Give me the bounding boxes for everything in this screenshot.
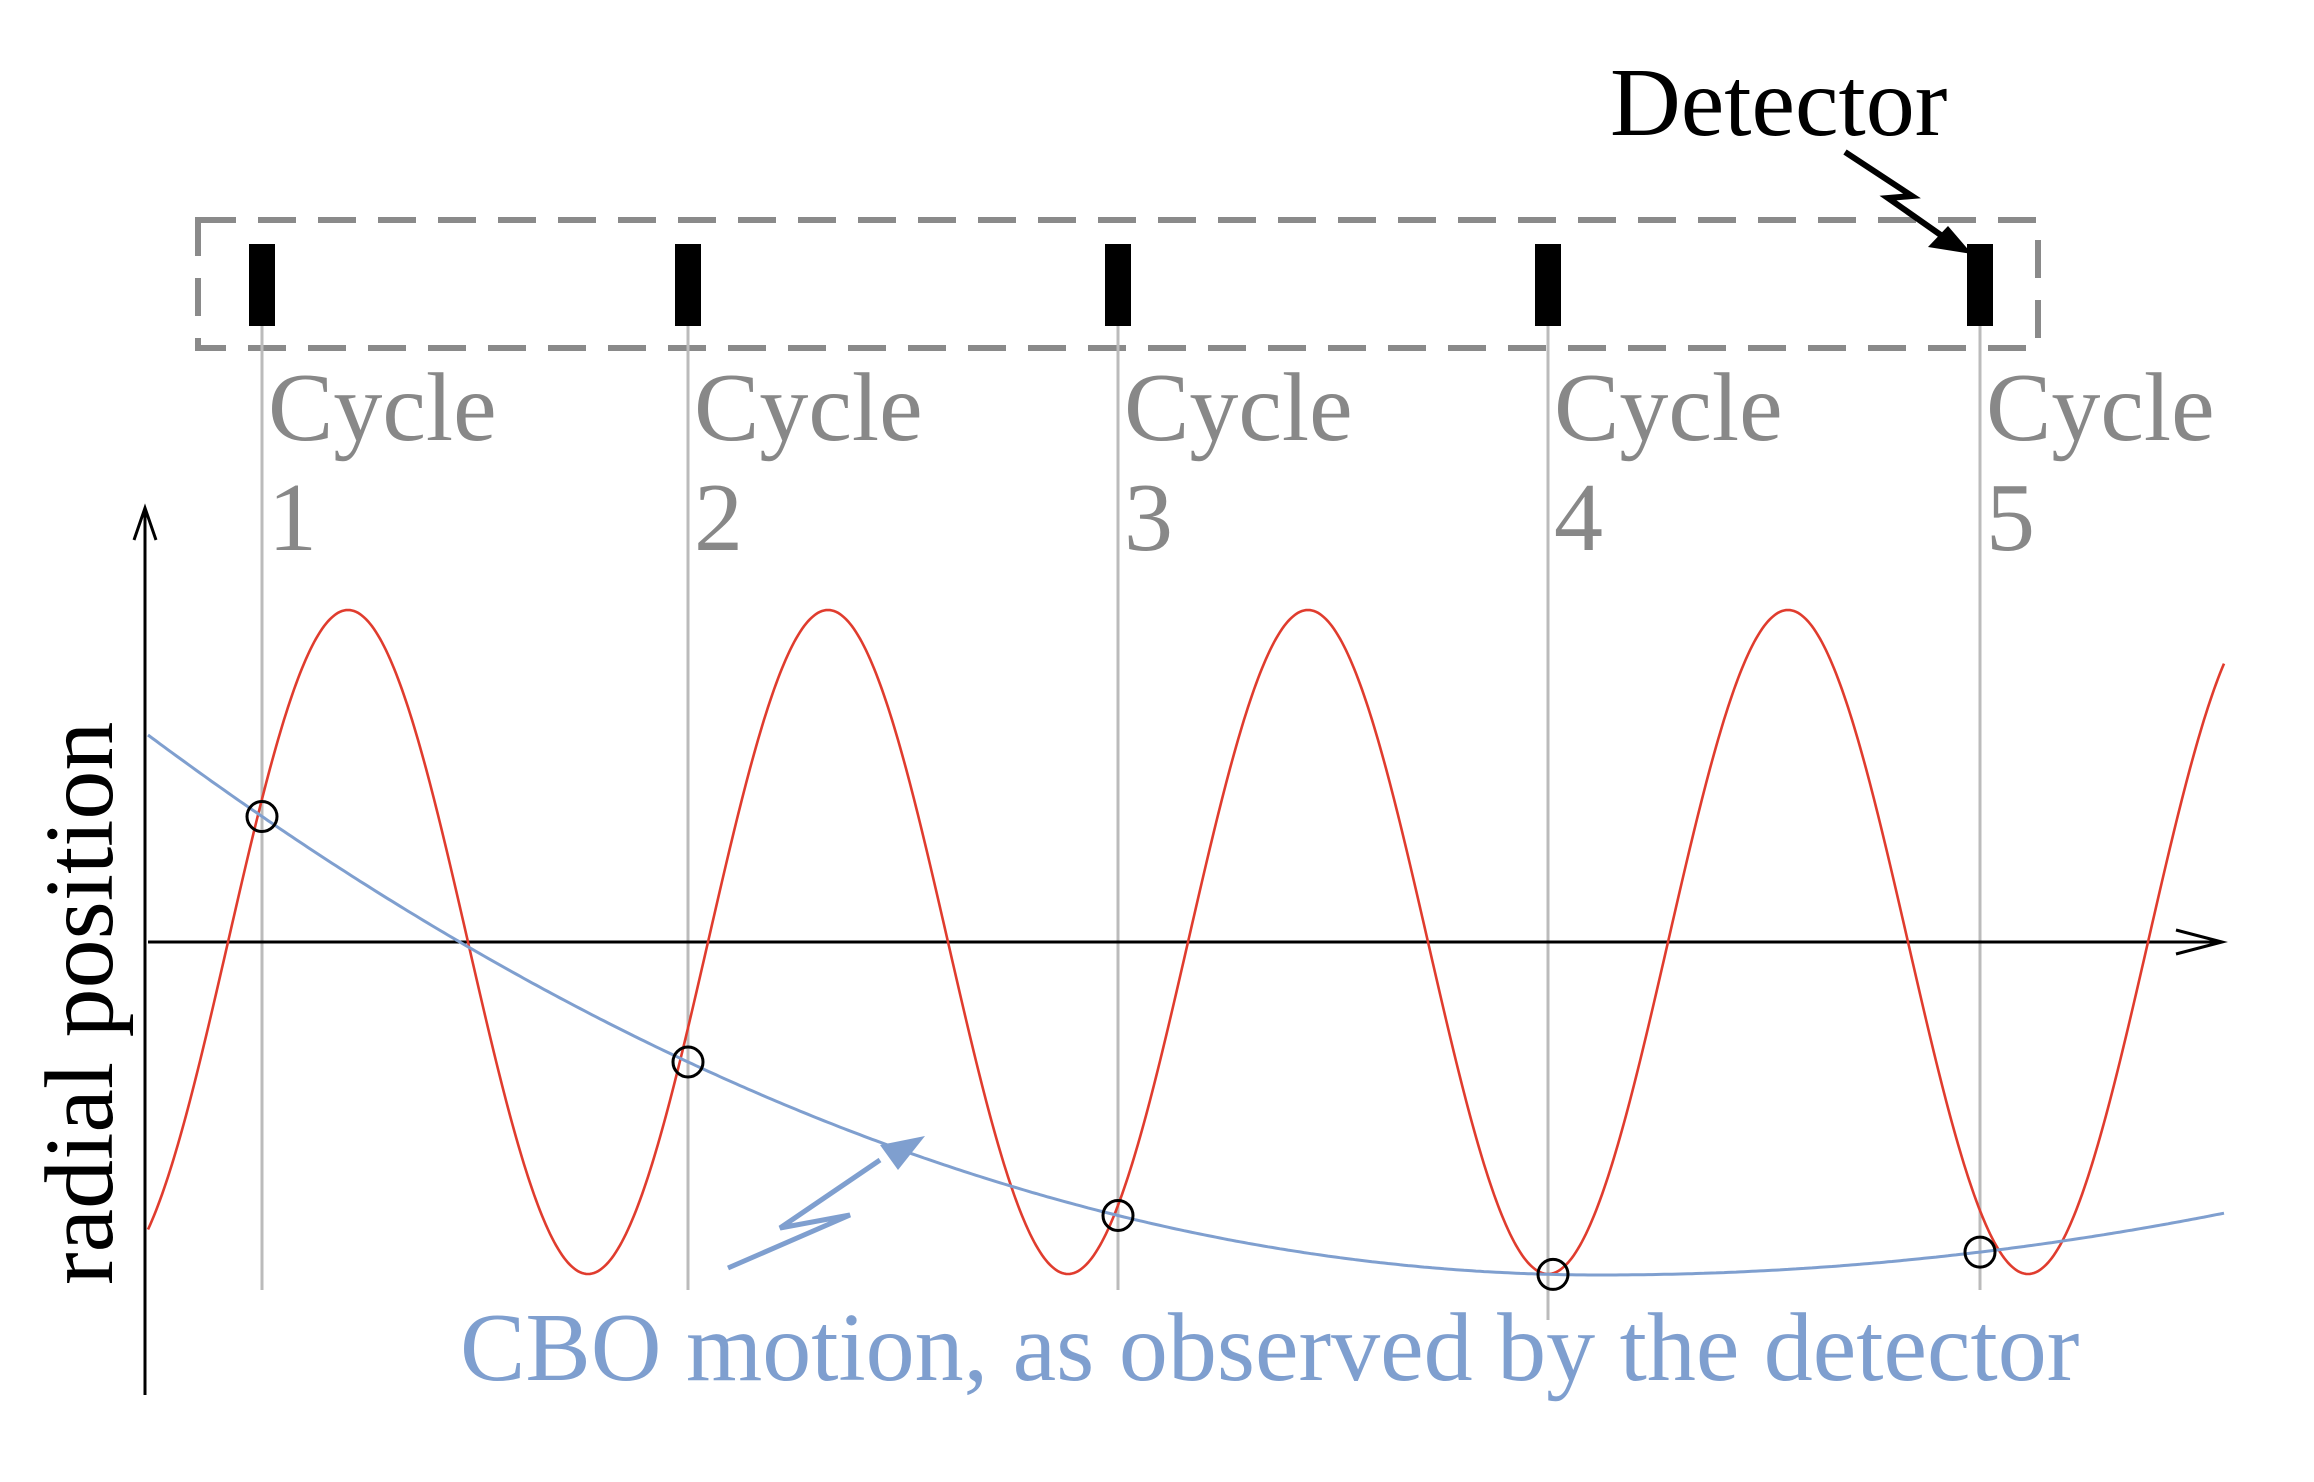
cycle-5-number: 5 [1986, 464, 2035, 572]
cycle-4-word: Cycle [1554, 354, 1783, 462]
detector-marks [249, 244, 1993, 326]
detector-arrowhead-icon [1928, 226, 1972, 254]
cycle-4-number: 4 [1554, 464, 1603, 572]
sample-marker-5 [1963, 1235, 1997, 1269]
sample-markers [245, 800, 1997, 1291]
cycle-guide-lines [260, 300, 1982, 1320]
detector-mark-5 [1967, 244, 1993, 326]
y-axis-arrowhead-icon [132, 503, 158, 541]
cycle-2-number: 2 [694, 464, 743, 572]
cycle-5-word: Cycle [1986, 354, 2215, 462]
x-axis-arrowhead-icon [2175, 928, 2228, 956]
cycle-1-number: 1 [268, 464, 317, 572]
sample-marker-2 [671, 1045, 705, 1079]
detector-mark-4 [1535, 244, 1561, 326]
cycle-3-word: Cycle [1124, 354, 1353, 462]
detector-mark-3 [1105, 244, 1131, 326]
cbo-label: CBO motion, as observed by the detector [460, 1294, 2079, 1402]
detector-mark-2 [675, 244, 701, 326]
cbo-arrowhead-icon [880, 1136, 925, 1170]
cycle-2-word: Cycle [694, 354, 923, 462]
sample-marker-3 [1101, 1199, 1135, 1232]
axes [132, 503, 2228, 1395]
sample-marker-1 [245, 800, 279, 833]
detector-arrow-icon [1843, 149, 1947, 241]
cbo-curve [147, 733, 2225, 1277]
cycle-3-number: 3 [1124, 464, 1173, 572]
sample-marker-4 [1536, 1257, 1570, 1291]
cycle-1-word: Cycle [268, 354, 497, 462]
detector-mark-1 [249, 244, 275, 326]
detector-label: Detector [1610, 49, 1947, 157]
cbo-arrow-icon [727, 1157, 882, 1271]
y-axis-label: radial position [26, 722, 134, 1285]
fast-oscillation-curve [146, 608, 2226, 1276]
